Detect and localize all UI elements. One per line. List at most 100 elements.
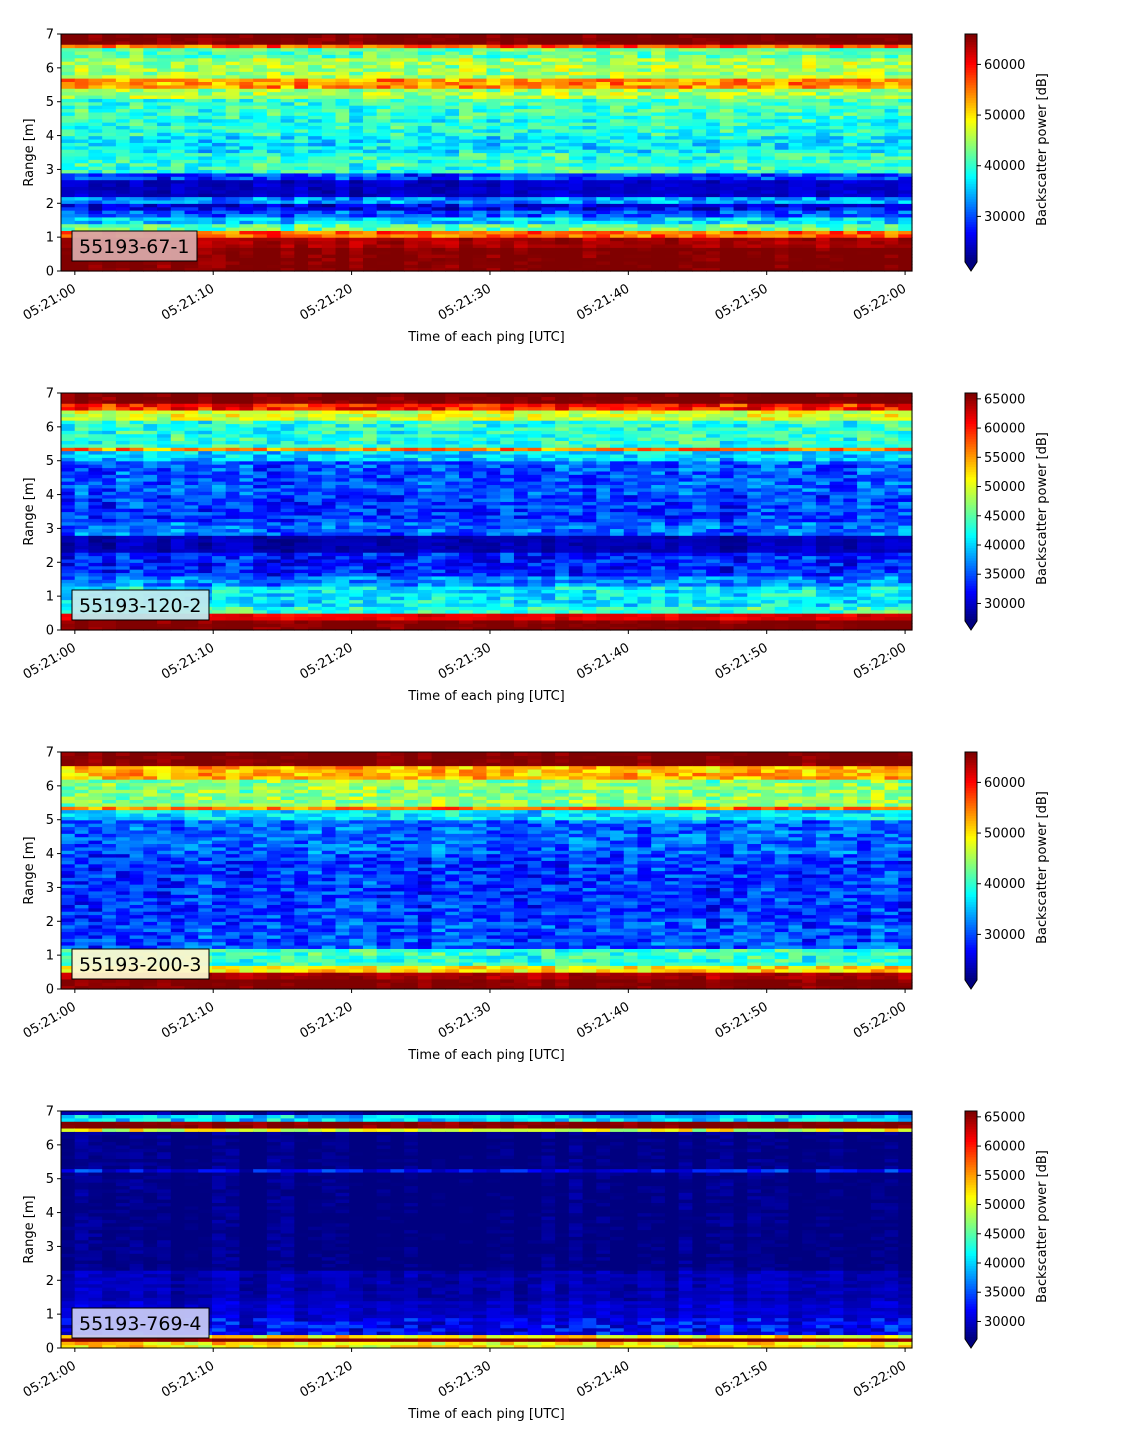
heatmap-cell [541,94,556,99]
heatmap-cell [761,44,776,49]
heatmap-cell [280,179,295,184]
heatmap-cell [239,40,254,45]
heatmap-cell [253,264,268,269]
heatmap-cell [623,125,639,130]
heatmap-cell [733,213,748,218]
heatmap-cell [500,91,515,96]
heatmap-cell [390,267,405,272]
heatmap-cell [637,203,652,208]
heatmap-cell [253,94,268,99]
heatmap-cell [733,50,748,55]
heatmap-cell [74,216,90,221]
heatmap-cell [211,34,227,38]
heatmap-cell [884,138,899,143]
heatmap-cell [596,172,611,177]
heatmap-cell [239,243,254,248]
heatmap-cell [651,159,666,164]
heatmap-cell [733,122,748,127]
heatmap-cell [568,118,584,123]
heatmap-cell [637,216,652,221]
heatmap-cell [390,159,405,164]
heatmap-cell [555,122,570,127]
y-tick-label: 5 [46,95,54,110]
heatmap-cell [664,88,680,93]
heatmap-cell [170,162,186,167]
heatmap-cell [170,176,186,181]
heatmap-cell [266,61,282,66]
heatmap-cell [445,169,460,174]
colorbar-step [965,120,977,124]
heatmap-cell [253,213,268,218]
heatmap-cell [115,37,131,42]
heatmap-cell [747,189,762,194]
heatmap-cell [198,240,213,245]
heatmap-cell [321,101,337,106]
heatmap-cell [500,44,515,49]
heatmap-cell [157,142,172,147]
heatmap-cell [404,213,419,218]
heatmap-cell [431,142,446,147]
heatmap-cell [170,264,186,269]
heatmap-cell [417,88,433,93]
heatmap-cell [157,206,172,211]
heatmap-cell [198,243,213,248]
heatmap-cell [390,135,405,140]
heatmap-cell [898,74,913,79]
heatmap-cell [294,193,309,198]
heatmap-cell [774,40,790,45]
heatmap-cell [898,210,913,215]
heatmap-cell [747,61,762,66]
heatmap-cell [637,206,652,211]
heatmap-cell [459,142,474,147]
heatmap-cell [280,233,295,238]
heatmap-cell [170,37,186,42]
heatmap-cell [280,105,295,110]
heatmap-cell [870,206,886,211]
heatmap-cell [898,40,913,45]
heatmap-cell [459,94,474,99]
heatmap-cell [527,172,543,177]
heatmap-cell [390,233,405,238]
heatmap-cell [610,267,625,272]
heatmap-cell [376,257,392,262]
heatmap-cell [349,145,364,150]
heatmap-cell [802,34,817,38]
heatmap-cell [774,189,790,194]
heatmap-cell [211,57,227,62]
heatmap-cell [857,233,872,238]
heatmap-cell [143,223,158,228]
heatmap-cell [541,240,556,245]
heatmap-cell [568,159,584,164]
heatmap-cell [802,176,817,181]
heatmap-cell [719,142,735,147]
heatmap-cell [500,105,515,110]
heatmap-cell [225,267,241,272]
heatmap-cell [541,34,556,38]
heatmap-cell [198,254,213,259]
heatmap-cell [266,125,282,130]
heatmap-cell [61,619,76,624]
heatmap-cell [472,260,488,265]
heatmap-cell [568,240,584,245]
heatmap-cell [596,159,611,164]
heatmap-cell [582,213,597,218]
heatmap-cell [829,105,844,110]
heatmap-cell [88,54,103,59]
heatmap-cell [170,122,186,127]
heatmap-cell [486,94,501,99]
heatmap-cell [541,149,556,154]
heatmap-cell [211,199,227,204]
heatmap-cell [829,111,844,116]
heatmap-cell [678,267,693,272]
heatmap-cell [747,199,762,204]
heatmap-cell [211,108,227,113]
heatmap-cell [829,71,844,76]
heatmap-cell [184,128,199,133]
heatmap-cell [308,37,323,42]
heatmap-cell [129,172,144,177]
heatmap-cell [376,47,392,52]
heatmap-cell [362,122,378,127]
heatmap-cell [568,98,584,103]
heatmap-cell [445,61,460,66]
heatmap-cell [445,176,460,181]
